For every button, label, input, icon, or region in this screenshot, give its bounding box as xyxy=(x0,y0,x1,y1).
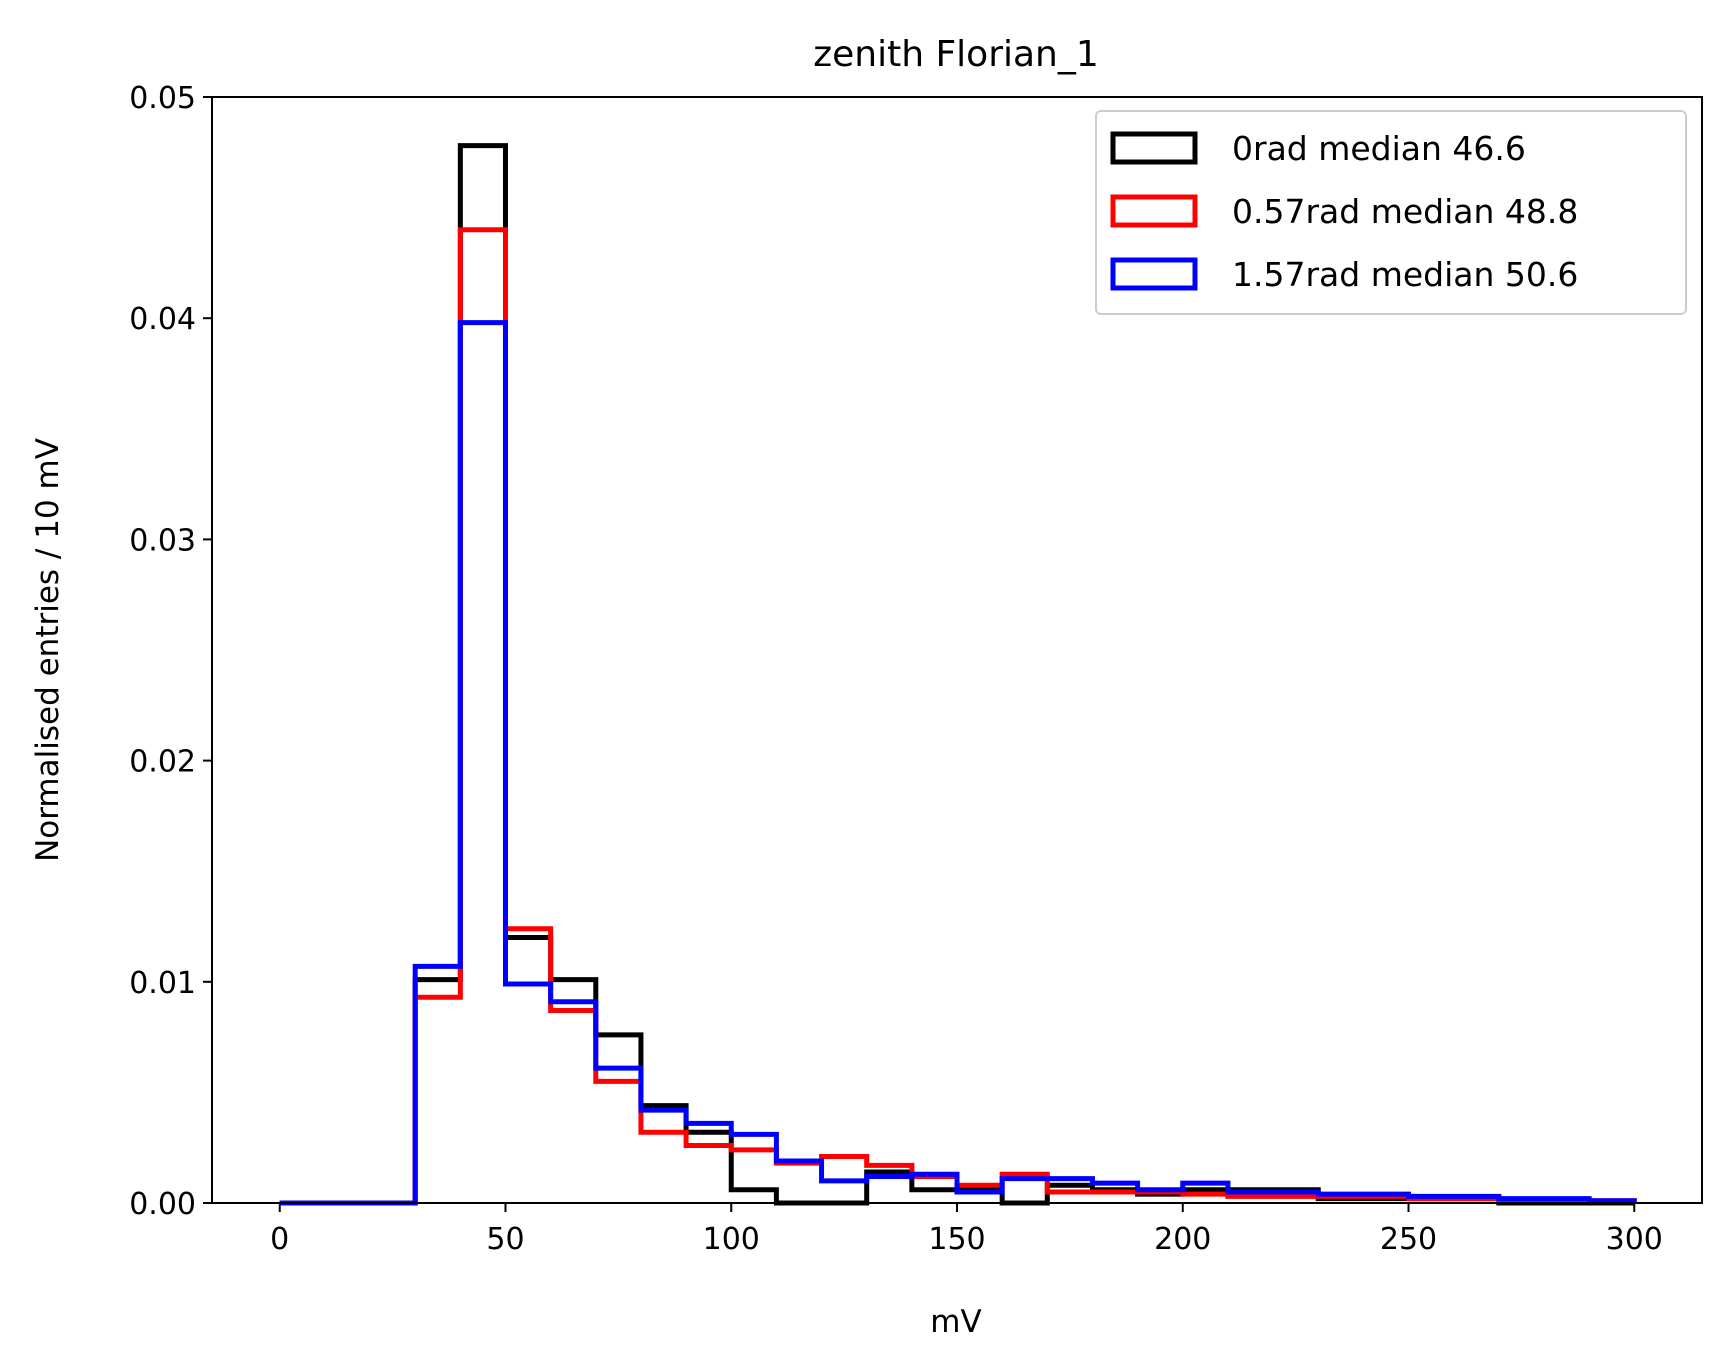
legend-swatch xyxy=(1110,194,1198,228)
y-axis-ticks: 0.00 0.01 0.02 0.03 0.04 0.05 xyxy=(129,81,212,1222)
x-tick-label: 200 xyxy=(1154,1222,1211,1257)
legend-box xyxy=(1095,110,1687,315)
x-axis-label: mV xyxy=(930,1304,981,1340)
y-tick-label: 0.04 xyxy=(129,302,196,337)
legend-swatch xyxy=(1110,131,1198,165)
y-tick-label: 0.01 xyxy=(129,966,196,1001)
x-tick-label: 300 xyxy=(1606,1222,1663,1257)
histogram-series-1 xyxy=(279,227,1637,1206)
y-tick-label: 0.05 xyxy=(129,81,196,116)
chart-title: zenith Florian_1 xyxy=(813,34,1099,75)
x-tick-label: 50 xyxy=(486,1222,524,1257)
legend: 0rad median 46.6 0.57rad median 48.8 1.5… xyxy=(1095,110,1687,315)
plot-frame xyxy=(211,96,1703,1204)
x-tick-label: 250 xyxy=(1380,1222,1437,1257)
x-tick-label: 150 xyxy=(928,1222,985,1257)
y-tick-label: 0.00 xyxy=(129,1187,196,1222)
y-tick-label: 0.03 xyxy=(129,523,196,558)
series-layer xyxy=(279,143,1637,1206)
x-tick-label: 0 xyxy=(270,1222,289,1257)
histogram-series-2 xyxy=(279,320,1637,1206)
legend-label: 1.57rad median 50.6 xyxy=(1232,255,1578,294)
x-axis-ticks: 0 50 100 150 200 250 300 xyxy=(270,1203,1663,1257)
y-axis-label: Normalised entries / 10 mV xyxy=(30,438,66,862)
legend-swatch xyxy=(1110,257,1198,291)
legend-label: 0rad median 46.6 xyxy=(1232,129,1526,168)
legend-label: 0.57rad median 48.8 xyxy=(1232,192,1578,231)
x-tick-label: 100 xyxy=(703,1222,760,1257)
y-tick-label: 0.02 xyxy=(129,745,196,780)
